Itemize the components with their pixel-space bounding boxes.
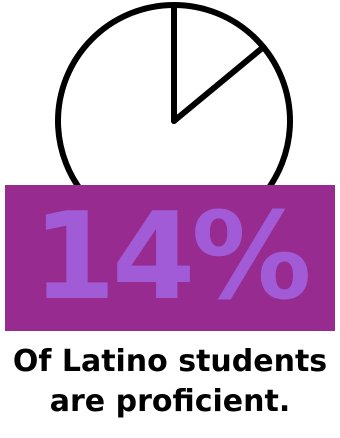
pie-chart-svg xyxy=(55,2,293,190)
caption-line-2: are proficient. xyxy=(49,384,291,419)
pie-slice-edge-not-proficient xyxy=(171,44,267,124)
stat-band: 14% xyxy=(5,185,335,331)
stat-caption: Of Latino students are proficient. xyxy=(0,342,340,422)
percent-value: 14% xyxy=(32,188,311,327)
pie-chart xyxy=(0,0,340,190)
caption-line-1: Of Latino students xyxy=(12,344,328,379)
